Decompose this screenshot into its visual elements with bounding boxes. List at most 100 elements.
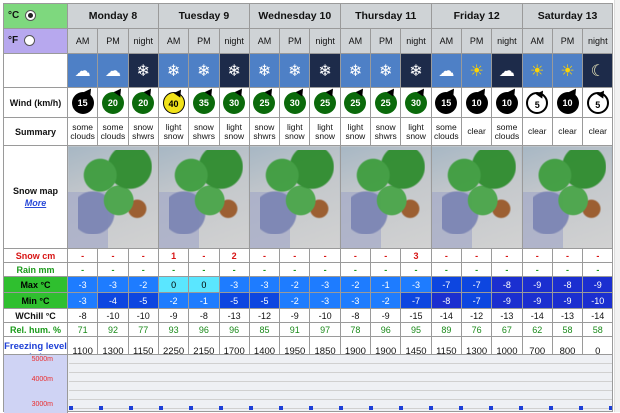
wind-cell: 15 <box>430 87 462 118</box>
weather-cell: ☾ <box>582 53 614 88</box>
wind-chill-cell: -14 <box>521 308 553 323</box>
snow-map-image[interactable] <box>339 145 432 249</box>
snow-cm-cell: - <box>279 248 311 263</box>
snow-icon: ❄ <box>348 62 363 80</box>
max-temp-cell: -9 <box>521 276 553 293</box>
fahrenheit-radio[interactable] <box>23 35 35 47</box>
forecast-table: °C Monday 8 Tuesday 9 Wednesday 10 Thurs… <box>3 3 614 367</box>
period-cell: AM <box>430 28 462 54</box>
snow-map-image[interactable] <box>248 145 341 249</box>
snow-cm-cell: 1 <box>157 248 190 263</box>
weather-cell: ❄ <box>309 53 341 88</box>
snow-map-image[interactable] <box>430 145 523 249</box>
summary-cell: light snow <box>400 117 432 146</box>
snow-map-image[interactable] <box>67 145 159 249</box>
rel-hum-cell: 96 <box>188 322 220 337</box>
period-cell: PM <box>188 28 220 54</box>
weather-cell: ❄ <box>157 53 190 88</box>
vertical-scrollbar[interactable] <box>614 0 620 412</box>
wind-arrow-icon: 30 <box>223 91 246 114</box>
snow-map-title: Snow map <box>12 186 58 196</box>
altitude-chart: 5000m 4000m 3000m <box>3 354 613 413</box>
day-header: Monday 8 <box>67 3 159 29</box>
rel-hum-cell: 91 <box>279 322 311 337</box>
min-temp-label: Min °C <box>3 292 68 309</box>
snow-cm-cell: - <box>248 248 281 263</box>
max-temp-cell: -3 <box>248 276 281 293</box>
wind-chill-cell: -13 <box>491 308 523 323</box>
wind-arrow-icon: 5 <box>526 91 549 114</box>
more-link[interactable]: More <box>24 198 47 208</box>
wind-cell: 40 <box>157 87 190 118</box>
period-cell: night <box>218 28 250 54</box>
weather-cell: ☁ <box>491 53 523 88</box>
max-temp-cell: -3 <box>66 276 99 293</box>
wind-chill-cell: -10 <box>127 308 159 323</box>
max-temp-label: Max °C <box>3 276 68 293</box>
wind-cell: 25 <box>339 87 372 118</box>
weather-cell: ☁ <box>66 53 99 88</box>
altitude-4000-label: 4000m <box>31 376 53 383</box>
wind-chill-cell: -15 <box>400 308 432 323</box>
map-snow-overlay <box>350 150 425 234</box>
weather-icons-label <box>3 53 68 88</box>
celsius-radio[interactable] <box>25 10 37 22</box>
night-cloud-icon: ☁ <box>498 62 515 80</box>
altitude-axis: 5000m 4000m 3000m <box>4 355 68 413</box>
min-temp-cell: -9 <box>521 292 553 309</box>
wind-arrow-icon: 25 <box>374 91 397 114</box>
snow-cm-cell: 2 <box>218 248 250 263</box>
snow-map-label: Snow map More <box>3 145 68 249</box>
snow-cm-cell: - <box>339 248 372 263</box>
summary-cell: some clouds <box>491 117 523 146</box>
period-cell: AM <box>157 28 190 54</box>
celsius-toggle[interactable]: °C <box>3 3 68 29</box>
day-header: Thursday 11 <box>339 3 432 29</box>
snow-map-image[interactable] <box>521 145 614 249</box>
summary-cell: light snow <box>218 117 250 146</box>
wind-cell: 10 <box>491 87 523 118</box>
rain-mm-label: Rain mm <box>3 262 68 277</box>
wind-arrow-icon: 40 <box>162 91 185 114</box>
rel-hum-label: Rel. hum. % <box>3 322 68 337</box>
max-temp-cell: -2 <box>127 276 159 293</box>
min-temp-cell: -2 <box>279 292 311 309</box>
period-cell: AM <box>339 28 372 54</box>
rain-mm-cell: - <box>400 262 432 277</box>
rel-hum-cell: 62 <box>521 322 553 337</box>
weather-cell: ❄ <box>218 53 250 88</box>
max-temp-cell: 0 <box>188 276 220 293</box>
altitude-3000-label: 3000m <box>31 401 53 408</box>
rel-hum-cell: 58 <box>551 322 584 337</box>
max-temp-cell: -7 <box>430 276 462 293</box>
rain-mm-cell: - <box>248 262 281 277</box>
altitude-5000-label: 5000m <box>31 356 53 363</box>
max-temp-cell: -3 <box>400 276 432 293</box>
weather-cell: ❄ <box>400 53 432 88</box>
rel-hum-cell: 89 <box>430 322 462 337</box>
snow-icon: ❄ <box>166 62 181 80</box>
summary-label: Summary <box>3 117 68 146</box>
wind-arrow-icon: 5 <box>586 91 609 114</box>
rel-hum-cell: 93 <box>157 322 190 337</box>
wind-chill-cell: -10 <box>309 308 341 323</box>
rain-mm-cell: - <box>279 262 311 277</box>
snow-cm-cell: - <box>188 248 220 263</box>
weather-cell: ❄ <box>370 53 402 88</box>
min-temp-cell: -5 <box>127 292 159 309</box>
summary-cell: some clouds <box>97 117 129 146</box>
rain-mm-cell: - <box>339 262 372 277</box>
map-snow-overlay <box>441 150 516 234</box>
sun-icon: ☀ <box>469 62 484 80</box>
snow-map-image[interactable] <box>157 145 250 249</box>
period-cell: AM <box>66 28 99 54</box>
fahrenheit-toggle[interactable]: °F <box>3 28 68 54</box>
rel-hum-cell: 97 <box>309 322 341 337</box>
cloud-icon: ☁ <box>104 62 121 80</box>
wind-chill-cell: -8 <box>339 308 372 323</box>
wind-cell: 20 <box>97 87 129 118</box>
night-snow-icon: ❄ <box>409 62 423 80</box>
summary-cell: light snow <box>157 117 190 146</box>
min-temp-cell: -8 <box>430 292 462 309</box>
